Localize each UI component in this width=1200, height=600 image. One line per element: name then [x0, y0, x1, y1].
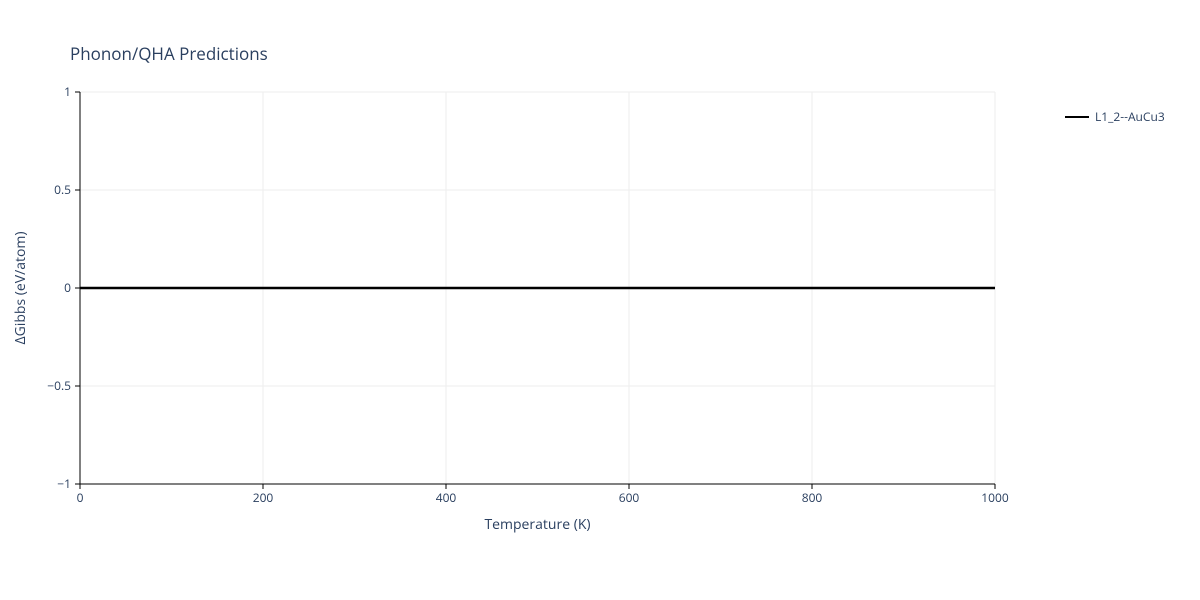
x-tick-label: 1000 — [981, 489, 1009, 506]
x-tick-label: 0 — [77, 489, 84, 506]
x-tick-label: 800 — [802, 489, 823, 506]
legend[interactable]: L1_2--AuCu3 — [1065, 108, 1165, 125]
x-tick-label: 600 — [619, 489, 640, 506]
y-tick-label: 0.5 — [54, 181, 71, 198]
y-tick-label: −0.5 — [47, 377, 71, 394]
y-tick-label: −1 — [57, 475, 71, 492]
chart-svg[interactable]: 0 200 400 600 800 1000 −1 −0.5 0 0.5 1 Temperature … — [0, 0, 1200, 600]
y-tick-label: 1 — [64, 83, 71, 100]
chart-container: Phonon/QHA Predictions 02004006008001000… — [0, 0, 1200, 600]
y-tick-label: 0 — [64, 279, 71, 296]
x-tick-label: 400 — [436, 489, 457, 506]
legend-label: L1_2--AuCu3 — [1095, 108, 1165, 125]
legend-swatch — [1065, 116, 1089, 118]
x-axis-label: Temperature (K) — [484, 515, 590, 534]
x-tick-label: 200 — [253, 489, 274, 506]
y-axis-label: ΔGibbs (eV/atom) — [11, 231, 30, 344]
